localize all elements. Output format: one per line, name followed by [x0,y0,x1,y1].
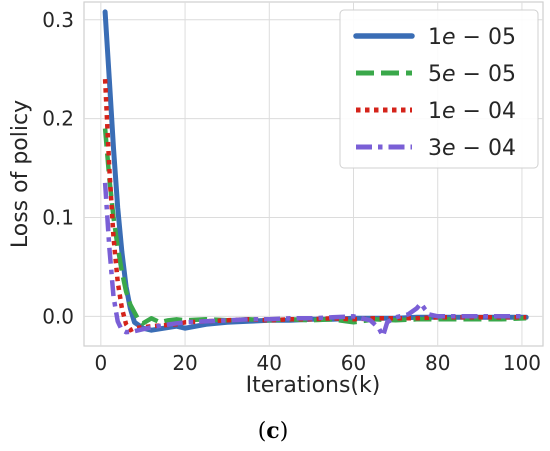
x-tick-label: 40 [257,351,282,375]
caption-open-paren: ( [258,419,267,444]
y-tick-label: 0.1 [42,205,74,229]
legend-exponent: − 04 [456,136,516,161]
series-line-4 [102,182,527,339]
legend-e: e [442,99,456,124]
x-tick-label: 60 [341,351,366,375]
legend-e: e [442,136,456,161]
y-tick-label: 0.3 [42,8,74,32]
legend-e: e [442,62,456,87]
legend-e: e [442,25,456,50]
legend-label: 1e − 05 [428,25,516,50]
legend-mantissa: 3 [428,136,442,161]
caption-letter: c [266,418,279,444]
figure-caption: (c) [258,418,289,444]
legend-label: 1e − 04 [428,99,516,124]
x-axis-label: Iterations(k) [246,373,381,398]
legend-exponent: − 05 [456,62,516,87]
series-line-3 [102,78,527,333]
tick-labels: 0 20 40 60 80 100 0.0 0.1 0.2 0.3 [42,8,541,375]
y-tick-label: 0.2 [42,107,74,131]
legend-mantissa: 1 [428,25,442,50]
x-tick-label: 0 [94,351,107,375]
y-tick-label: 0.0 [42,304,74,328]
legend-label: 5e − 05 [428,62,516,87]
legend-mantissa: 5 [428,62,442,87]
caption-close-paren: ) [280,419,289,444]
x-tick-label: 20 [172,351,197,375]
x-tick-label: 100 [503,351,541,375]
legend-exponent: − 05 [456,25,516,50]
x-tick-label: 80 [425,351,450,375]
legend-frame [339,9,539,169]
y-axis-label: Loss of policy [8,100,33,248]
legend-label: 3e − 04 [428,136,516,161]
legend-exponent: − 04 [456,99,516,124]
series-layer [102,9,529,339]
legend-mantissa: 1 [428,99,442,124]
